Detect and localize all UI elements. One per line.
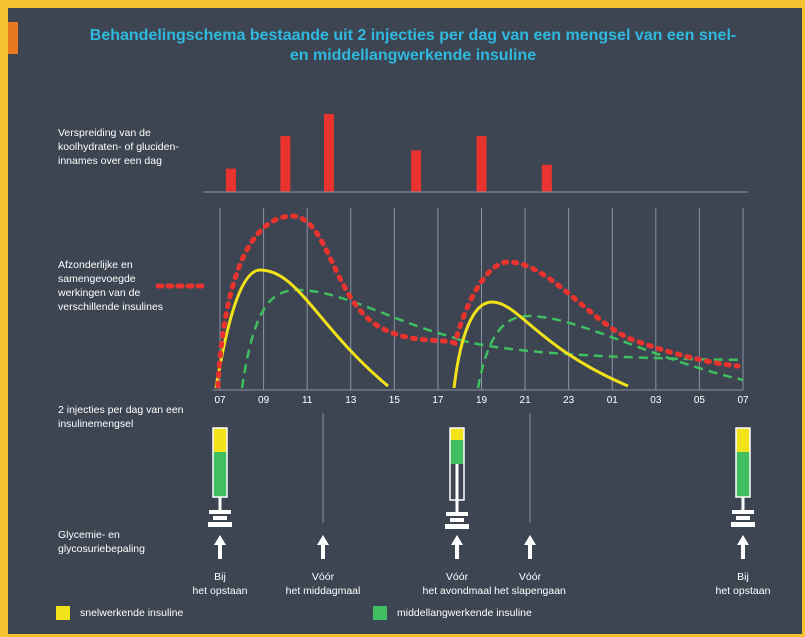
legend-label-medium: middellangwerkende insuline [397, 607, 532, 619]
corner-accent [8, 22, 18, 54]
tick-label: 15 [388, 395, 400, 406]
meal-label-line1: Vóór [445, 571, 469, 583]
medium-curve-continuation [459, 338, 744, 362]
meal-label-line2: het opstaan [715, 585, 771, 597]
hour-gridlines [219, 208, 744, 390]
diagram-frame: Behandelingschema bestaande uit 2 inject… [8, 8, 802, 634]
insulin-schedule-diagram [155, 114, 755, 559]
arrow-up-icon [214, 535, 226, 559]
meal-label-bedtime: Vóór het slapengaan [475, 570, 585, 598]
title-line-1: Behandelingschema bestaande uit 2 inject… [89, 27, 737, 44]
tick-label: 05 [693, 395, 705, 406]
tick-label: 19 [475, 395, 488, 406]
row-label-insulin-action: Afzonderlijke en samengevoegde werkingen… [58, 259, 164, 313]
tick-label: 13 [345, 395, 357, 406]
tick-label: 07 [214, 395, 226, 406]
tick-label: 01 [606, 395, 618, 406]
measurement-arrows [214, 535, 749, 559]
meal-label-line2: het opstaan [192, 585, 248, 597]
tick-label: 09 [258, 395, 270, 406]
arrow-up-icon [317, 535, 329, 559]
legend-swatch-medium [373, 606, 387, 620]
page-title: Behandelingschema bestaande uit 2 inject… [28, 26, 798, 66]
fast-curve-morning [214, 268, 389, 389]
meal-label-line1: Bij [214, 571, 226, 583]
meal-guidelines [322, 413, 531, 523]
combined-curve [215, 213, 741, 389]
syringe-morning [208, 427, 232, 527]
tick-label: 11 [301, 395, 313, 406]
meal-label-line1: Vóór [518, 571, 542, 583]
tick-label: 23 [563, 395, 575, 406]
meal-label-line1: Bij [737, 571, 749, 583]
carb-bar [280, 136, 291, 192]
fast-curve-evening [452, 300, 629, 389]
arrow-up-icon [451, 535, 463, 559]
row-label-injections: 2 injecties per dag van een insulinemeng… [58, 404, 184, 430]
carb-intake-bars [225, 114, 552, 192]
row-label-glycemia: Glycemie- en glycosuriebepaling [58, 529, 145, 555]
legend-label-fast: snelwerkende insuline [80, 607, 184, 619]
meal-label-wakeup: Bij het opstaan [165, 570, 275, 598]
meal-label-dinner: Vóór het avondmaal [402, 570, 512, 598]
carb-bar [541, 164, 552, 192]
meal-label-lunch: Vóór het middagmaal [268, 570, 378, 598]
carb-bar [411, 150, 422, 192]
meal-label-line1: Vóór [311, 571, 335, 583]
syringe-evening [445, 427, 469, 529]
meal-label-next-wakeup: Bij het opstaan [688, 570, 798, 598]
meal-label-line2: het middagmaal [285, 585, 361, 597]
tick-label: 07 [737, 395, 749, 406]
carb-bar [225, 168, 236, 192]
arrow-up-icon [737, 535, 749, 559]
carb-bar [323, 114, 334, 192]
row-label-carb-intake: Verspreiding van de koolhydraten- of glu… [58, 127, 179, 167]
medium-curve-morning [240, 288, 461, 389]
tick-label: 17 [432, 395, 444, 406]
meal-label-line2: het avondmaal [422, 585, 492, 597]
title-line-2: en middellangwerkende insuline [289, 47, 537, 64]
meal-label-line2: het slapengaan [494, 585, 566, 597]
arrow-up-icon [524, 535, 536, 559]
legend-swatch-fast [56, 606, 70, 620]
carb-bar [476, 136, 487, 192]
tick-label: 21 [519, 395, 531, 406]
syringe-next-morning [731, 427, 755, 527]
tick-label: 03 [650, 395, 662, 406]
